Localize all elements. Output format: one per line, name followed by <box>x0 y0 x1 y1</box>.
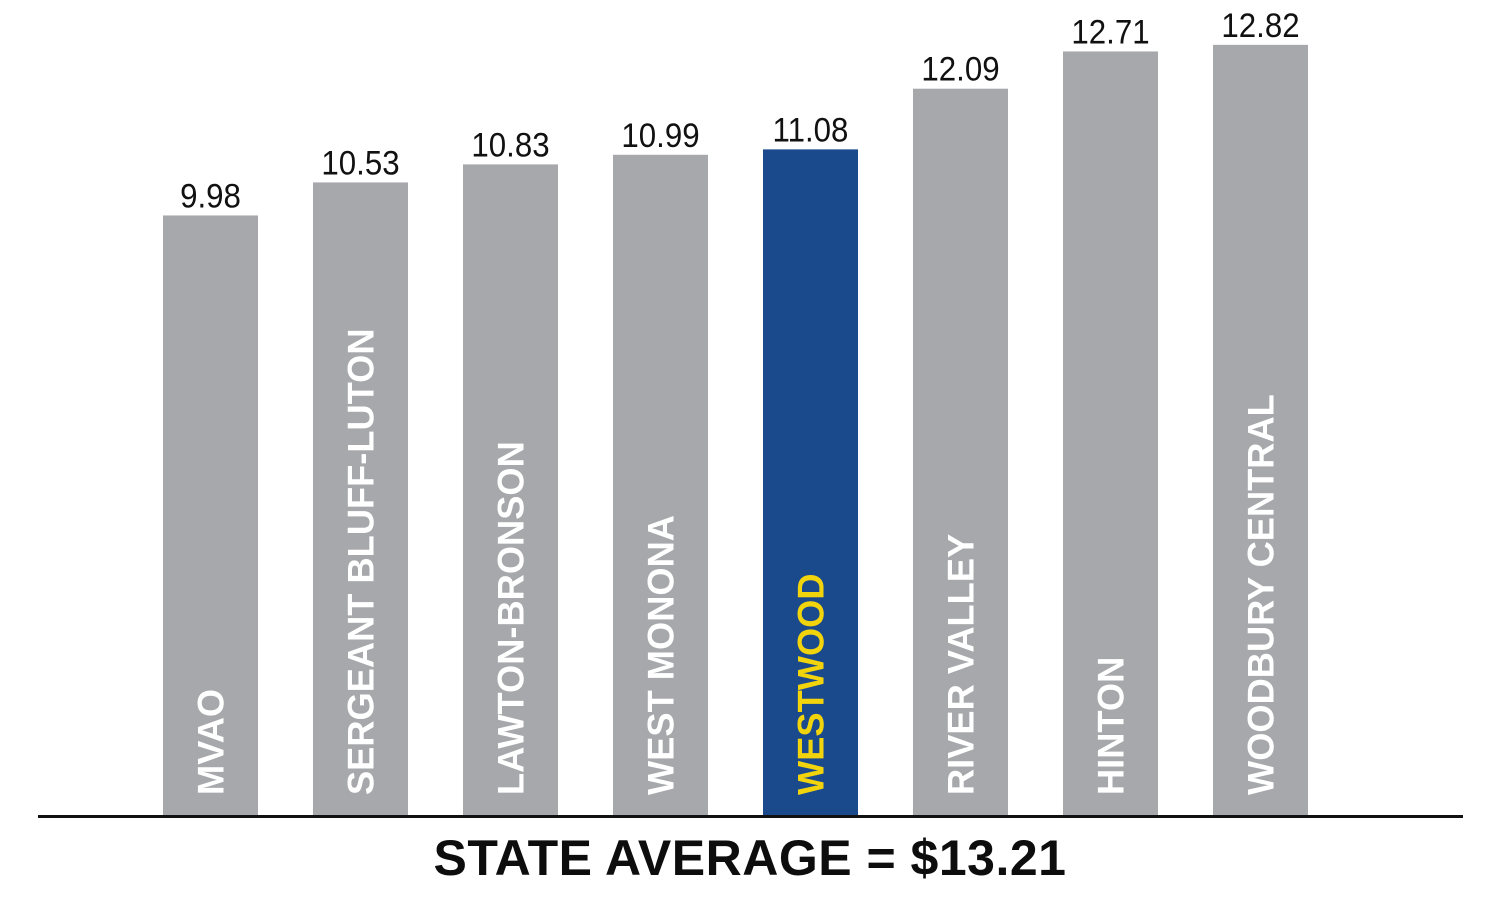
bar <box>163 215 258 815</box>
bar <box>1063 51 1158 816</box>
category-label: WOODBURY CENTRAL <box>1240 394 1281 795</box>
bar-group: 12.71 HINTON <box>1063 12 1158 816</box>
value-label: 10.99 <box>621 116 699 155</box>
value-label: 12.71 <box>1071 12 1149 51</box>
category-label: LAWTON-BRONSON <box>490 441 531 795</box>
bar <box>1213 44 1308 816</box>
value-label: 9.98 <box>180 176 241 215</box>
bar-group: 11.08 WESTWOOD <box>763 110 858 815</box>
category-label: SERGEANT BLUFF-LUTON <box>340 328 381 795</box>
category-label: WEST MONONA <box>640 515 681 795</box>
bar <box>463 164 558 816</box>
category-label: RIVER VALLEY <box>940 534 981 795</box>
value-label: 10.83 <box>471 125 549 164</box>
value-label: 12.09 <box>921 49 999 88</box>
bar <box>613 154 708 816</box>
category-label: HINTON <box>1090 657 1131 795</box>
value-label: 11.08 <box>773 110 849 149</box>
bar <box>313 182 408 816</box>
value-label: 10.53 <box>321 143 399 182</box>
bar-group: 9.98 MVAO <box>163 176 258 815</box>
category-label: MVAO <box>190 689 231 795</box>
bar <box>763 149 858 815</box>
bar-group: 10.53 SERGEANT BLUFF-LUTON <box>313 143 408 816</box>
value-label: 12.82 <box>1221 6 1299 45</box>
bar-group: 10.99 WEST MONONA <box>613 116 708 816</box>
bar-group: 10.83 LAWTON-BRONSON <box>463 125 558 816</box>
bar-group: 12.82 WOODBURY CENTRAL <box>1213 6 1308 816</box>
category-label: WESTWOOD <box>790 573 831 795</box>
bar-group: 12.09 RIVER VALLEY <box>913 49 1008 815</box>
bar <box>913 88 1008 815</box>
state-average-label: STATE AVERAGE = $13.21 <box>433 830 1067 886</box>
